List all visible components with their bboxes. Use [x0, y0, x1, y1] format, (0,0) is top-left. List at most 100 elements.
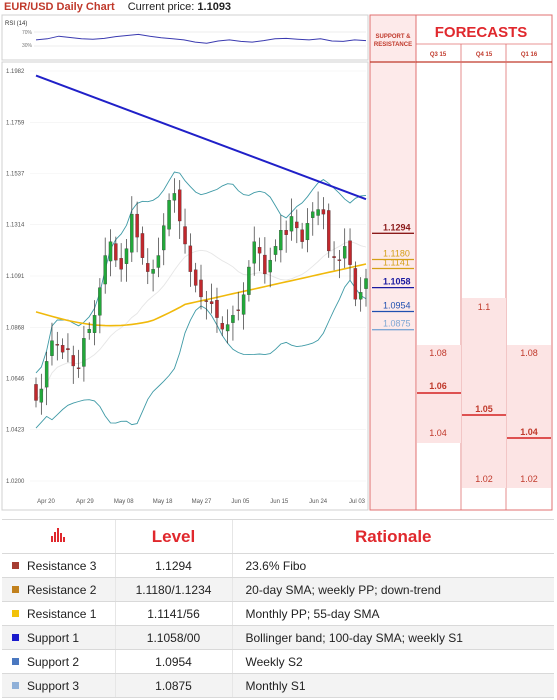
candle — [167, 193, 171, 237]
x-tick-label: Jun 24 — [309, 499, 328, 505]
row-name-label: Support 2 — [27, 654, 80, 669]
current-price-value: 1.1093 — [197, 1, 232, 13]
candle-body — [225, 324, 230, 332]
forecasts-panel: FORECASTS Q3 15 Q4 15 Q1 16 1.08 1.06 1.… — [415, 14, 553, 511]
candle-body — [172, 193, 177, 201]
candle-body — [337, 259, 342, 261]
row-name-label: Support 1 — [27, 630, 80, 645]
candle-body — [114, 243, 118, 261]
candle — [193, 262, 198, 293]
downtrend-line — [35, 74, 367, 201]
candle-body — [119, 258, 123, 270]
candle-body — [82, 338, 86, 367]
q4-mid: 1.05 — [475, 404, 493, 414]
candle-body — [103, 255, 107, 285]
candle — [82, 325, 86, 382]
candle — [188, 233, 193, 287]
q1-mid: 1.04 — [520, 427, 538, 437]
candle-body — [39, 388, 44, 403]
color-swatch-icon — [12, 681, 19, 689]
candle-body — [193, 269, 198, 286]
sr-level-value: 1.1180 — [383, 249, 410, 259]
rsi-tick-70: 70% — [22, 30, 33, 36]
candle — [50, 322, 54, 366]
table-row: Support 3 1.0875 Monthly S1 — [2, 673, 554, 698]
candle-body — [167, 200, 171, 230]
y-tick-label: 1.1982 — [6, 69, 25, 75]
row-name-label: Resistance 1 — [27, 606, 97, 621]
candle — [236, 291, 240, 321]
candle-body — [177, 189, 182, 222]
row-level-value: 1.1180/1.1234 — [114, 577, 232, 602]
y-tick-label: 1.1314 — [6, 223, 25, 229]
sr-label-line2: RESISTANCE — [374, 42, 412, 48]
candle — [60, 338, 65, 360]
candle-body — [305, 223, 310, 241]
candle — [284, 220, 288, 253]
q3-mid: 1.06 — [429, 381, 447, 391]
candle-body — [92, 315, 97, 333]
candle-body — [209, 301, 214, 304]
x-tick-label: Jun 15 — [270, 499, 289, 505]
chart-header: EUR/USD Daily Chart Current price: 1.109… — [4, 1, 231, 13]
row-level-value: 1.1141/56 — [114, 601, 232, 626]
candle — [172, 178, 177, 213]
candle — [177, 180, 182, 239]
row-name-label: Support 3 — [27, 678, 80, 693]
sr-level-value: 1.1294 — [383, 222, 411, 232]
candle — [98, 278, 102, 334]
candle — [130, 196, 134, 262]
q1-high: 1.08 — [520, 348, 538, 358]
y-tick-label: 1.0200 — [6, 479, 25, 485]
candle — [146, 248, 150, 285]
row-rationale: Monthly PP; 55-day SMA — [231, 601, 554, 626]
x-tick-label: Jul 03 — [349, 499, 366, 505]
sr-level: 1.1058 — [372, 277, 414, 289]
candle-body — [188, 245, 193, 272]
color-swatch-icon — [12, 609, 19, 617]
candle — [337, 250, 342, 279]
y-tick-label: 1.1091 — [6, 274, 25, 280]
q3-low: 1.04 — [429, 428, 447, 438]
candle — [103, 237, 107, 294]
candle-body — [50, 340, 54, 356]
bar-chart-icon — [51, 528, 66, 542]
candle — [305, 208, 310, 253]
candle-body — [252, 241, 256, 264]
candle-body — [358, 292, 363, 300]
quarter-q4: Q4 15 — [476, 52, 493, 58]
candle — [273, 239, 278, 262]
quarter-q3: Q3 15 — [430, 52, 447, 58]
row-level-value: 1.0954 — [114, 649, 232, 674]
color-swatch-icon — [12, 657, 19, 665]
candle-body — [332, 256, 336, 258]
table-row: Resistance 1 1.1141/56 Monthly PP; 55-day … — [2, 601, 554, 626]
candle — [268, 247, 272, 288]
candle — [92, 300, 97, 346]
sr-level-value: 1.1058 — [383, 277, 411, 287]
candle — [332, 241, 336, 271]
candle-body — [34, 384, 38, 401]
candle-body — [300, 229, 304, 242]
quarter-q1: Q1 16 — [521, 52, 538, 58]
color-swatch-icon — [12, 633, 19, 641]
candle — [108, 229, 113, 277]
candle-body — [327, 210, 331, 252]
candle — [76, 349, 81, 378]
candle-body — [87, 328, 91, 333]
candle-body — [353, 268, 358, 300]
row-rationale: Bollinger band; 100-day SMA; weekly S1 — [231, 625, 554, 650]
rsi-tick-30: 30% — [22, 43, 33, 49]
sr-level: 1.0954 — [372, 301, 414, 313]
candle-body — [124, 248, 129, 264]
candle-body — [44, 361, 49, 388]
row-level-name: Resistance 1 — [2, 601, 115, 626]
candle-body — [241, 294, 246, 315]
candle-body — [220, 323, 225, 330]
candle — [257, 237, 262, 272]
table-row: Resistance 3 1.1294 23.6% Fibo — [2, 553, 554, 578]
candle — [183, 208, 187, 254]
candle — [39, 373, 44, 415]
candle — [311, 202, 315, 236]
candle — [321, 197, 326, 230]
